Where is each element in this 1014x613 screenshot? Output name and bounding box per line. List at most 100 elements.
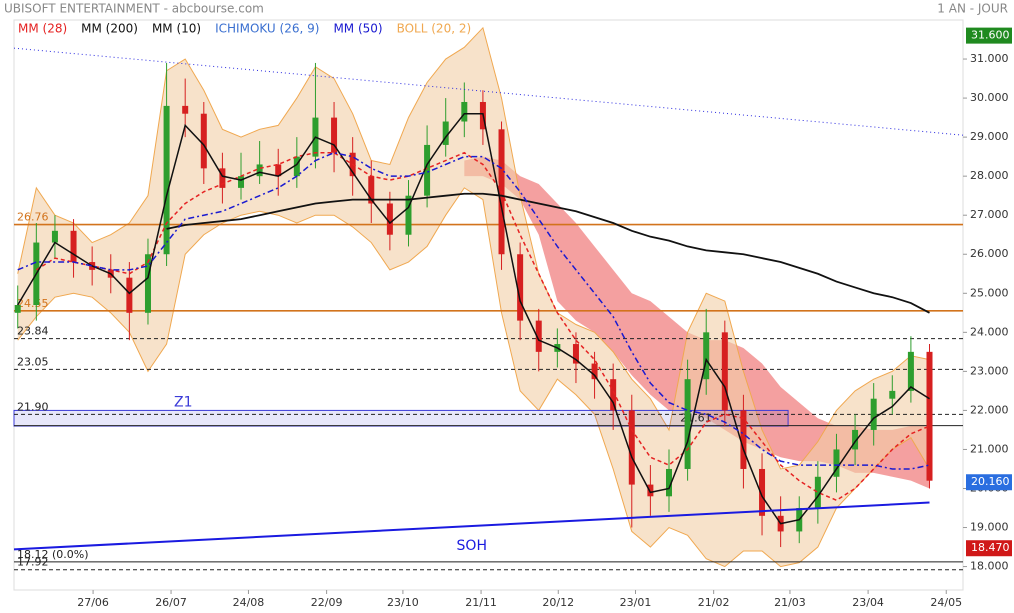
y-tick-label: 23.000 xyxy=(970,364,1009,377)
candle-body xyxy=(51,230,58,243)
moving-average xyxy=(17,151,930,470)
y-tick-label: 19.000 xyxy=(970,521,1009,534)
x-tick-label: 20/12 xyxy=(542,596,574,609)
price-tag-label: 31.600 xyxy=(971,29,1010,42)
candle-body xyxy=(424,144,431,196)
candle-body xyxy=(517,254,524,321)
y-tick-label: 31.000 xyxy=(970,52,1009,65)
moving-average xyxy=(17,112,930,525)
level-label: 21.90 xyxy=(17,400,49,413)
trendline xyxy=(13,47,964,136)
candle-body xyxy=(833,449,840,477)
candle-body xyxy=(852,429,859,450)
chart-title: UBISOFT ENTERTAINMENT - abcbourse.com xyxy=(4,2,264,16)
candle-body xyxy=(535,320,542,352)
level-label: 17.92 xyxy=(17,556,49,569)
candle-body xyxy=(331,117,338,153)
legend-entry: MM (10) xyxy=(152,22,201,36)
candle-body xyxy=(572,344,579,364)
candle-body xyxy=(275,164,282,177)
candle-body xyxy=(238,176,245,188)
price-tag-label: 20.160 xyxy=(971,475,1010,488)
plot-area xyxy=(13,19,964,591)
candle-body xyxy=(461,101,468,122)
candle-body xyxy=(256,164,263,177)
candle-body xyxy=(219,168,226,188)
candle-body xyxy=(405,195,412,235)
candle-body xyxy=(647,484,654,497)
y-tick-label: 27.000 xyxy=(970,208,1009,221)
y-tick-label: 26.000 xyxy=(970,247,1009,260)
candle-body xyxy=(610,379,617,411)
zone-label: Z1 xyxy=(174,394,193,410)
candle-body xyxy=(814,476,821,509)
x-tick-label: 24/05 xyxy=(930,596,962,609)
legend-entry: MM (28) xyxy=(18,22,67,36)
x-tick-label: 23/10 xyxy=(387,596,419,609)
level-label: 23.05 xyxy=(17,355,49,368)
x-tick-label: 21/11 xyxy=(465,596,497,609)
legend-entry: MM (50) xyxy=(333,22,382,36)
candle-body xyxy=(70,230,77,263)
x-tick-label: 23/01 xyxy=(620,596,652,609)
candle-body xyxy=(293,156,300,177)
candle-body xyxy=(368,176,375,204)
y-tick-label: 30.000 xyxy=(970,91,1009,104)
level-label: 26.76 xyxy=(17,211,49,224)
candle-body xyxy=(703,332,710,380)
zone xyxy=(13,409,789,427)
candle-body xyxy=(907,351,914,391)
band-upper xyxy=(17,26,930,470)
trendline-label: SOH xyxy=(457,538,487,554)
x-tick-label: 26/07 xyxy=(155,596,187,609)
candle-body xyxy=(870,398,877,430)
candle-body xyxy=(721,332,728,411)
candle-body xyxy=(740,410,747,469)
y-tick-label: 28.000 xyxy=(970,169,1009,182)
legend-entry: ICHIMOKU (26, 9) xyxy=(215,22,319,36)
x-tick-label: 27/06 xyxy=(77,596,109,609)
x-tick-label: 22/09 xyxy=(311,596,343,609)
x-tick-label: 21/02 xyxy=(698,596,730,609)
candle-body xyxy=(665,468,672,497)
moving-average xyxy=(35,151,930,502)
chart-subtitle: 1 AN - JOUR xyxy=(937,2,1008,16)
candle-body xyxy=(628,410,635,485)
band-area xyxy=(464,156,930,489)
candle-body xyxy=(144,254,151,313)
candle-body xyxy=(14,305,21,313)
y-tick-label: 21.000 xyxy=(970,442,1009,455)
price-tag xyxy=(966,540,1012,557)
moving-average xyxy=(166,192,930,314)
y-tick-label: 25.000 xyxy=(970,286,1009,299)
y-tick-label: 24.000 xyxy=(970,325,1009,338)
x-tick-label: 21/03 xyxy=(774,596,806,609)
trendline xyxy=(13,501,930,551)
candle-body xyxy=(591,363,598,380)
price-tag xyxy=(966,474,1012,491)
price-tag-label: 18.470 xyxy=(971,541,1010,554)
level-label: 23.84 xyxy=(17,325,49,338)
candle-body xyxy=(182,105,189,114)
legend-entry: MM (200) xyxy=(81,22,138,36)
candle-body xyxy=(889,390,896,399)
level-label: 18.12 (0.0%) xyxy=(17,548,89,561)
legend-entry: BOLL (20, 2) xyxy=(397,22,472,36)
price-tag xyxy=(966,27,1012,44)
candle-body xyxy=(126,277,133,313)
x-tick-label: 24/08 xyxy=(233,596,265,609)
candle-body xyxy=(442,121,449,145)
x-tick-label: 23/04 xyxy=(852,596,884,609)
y-tick-label: 22.000 xyxy=(970,403,1009,416)
level-label: 24.55 xyxy=(17,297,49,310)
band-area xyxy=(17,27,930,567)
candle-body xyxy=(759,468,766,516)
candle-body xyxy=(386,203,393,235)
candle-body xyxy=(926,351,933,481)
y-tick-label: 18.000 xyxy=(970,560,1009,573)
candle-body xyxy=(684,379,691,469)
y-tick-label: 29.000 xyxy=(970,130,1009,143)
candle-body xyxy=(200,113,207,169)
candle-body xyxy=(163,105,170,255)
